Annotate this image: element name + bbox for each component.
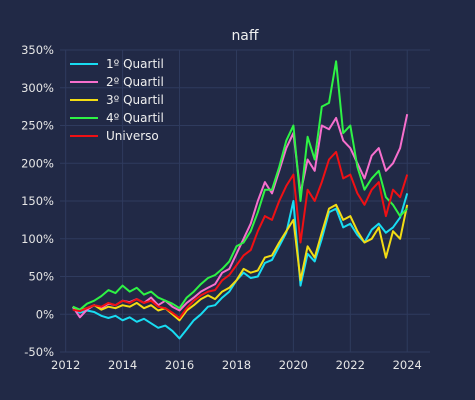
y-tick-label: 350% <box>21 43 54 57</box>
y-tick-label: 150% <box>21 194 54 208</box>
chart-title: naff <box>231 28 258 44</box>
y-tick-label: -50% <box>24 345 54 359</box>
legend-label: 2º Quartil <box>106 75 164 89</box>
series-line <box>72 203 409 322</box>
y-tick-label: 100% <box>21 232 54 246</box>
series-line <box>72 150 409 319</box>
legend-label: 3º Quartil <box>106 93 164 107</box>
y-axis-ticks: -50% 0% 50% 100% 150% 200% 250% 300% 350% <box>21 43 54 359</box>
x-tick-label: 2018 <box>222 358 251 372</box>
x-axis-ticks: 2012 2014 2016 2018 2020 2022 2024 <box>51 358 422 372</box>
series-lines <box>71 60 409 340</box>
y-tick-label: 250% <box>21 119 54 133</box>
x-tick-label: 2016 <box>165 358 194 372</box>
x-tick-label: 2014 <box>108 358 137 372</box>
series-line <box>72 193 409 340</box>
legend-label: 1º Quartil <box>106 57 164 71</box>
x-tick-label: 2024 <box>393 358 422 372</box>
x-tick-label: 2020 <box>279 358 308 372</box>
y-tick-label: 300% <box>21 81 54 95</box>
y-tick-label: 200% <box>21 156 54 170</box>
y-tick-label: 0% <box>36 307 54 321</box>
legend: 1º Quartil 2º Quartil 3º Quartil 4º Quartil… <box>70 57 164 143</box>
series-line <box>72 60 408 311</box>
legend-label: 4º Quartil <box>106 111 164 125</box>
y-tick-label: 50% <box>28 270 54 284</box>
x-tick-label: 2022 <box>336 358 365 372</box>
x-tick-label: 2012 <box>51 358 80 372</box>
legend-label: Universo <box>106 129 159 143</box>
